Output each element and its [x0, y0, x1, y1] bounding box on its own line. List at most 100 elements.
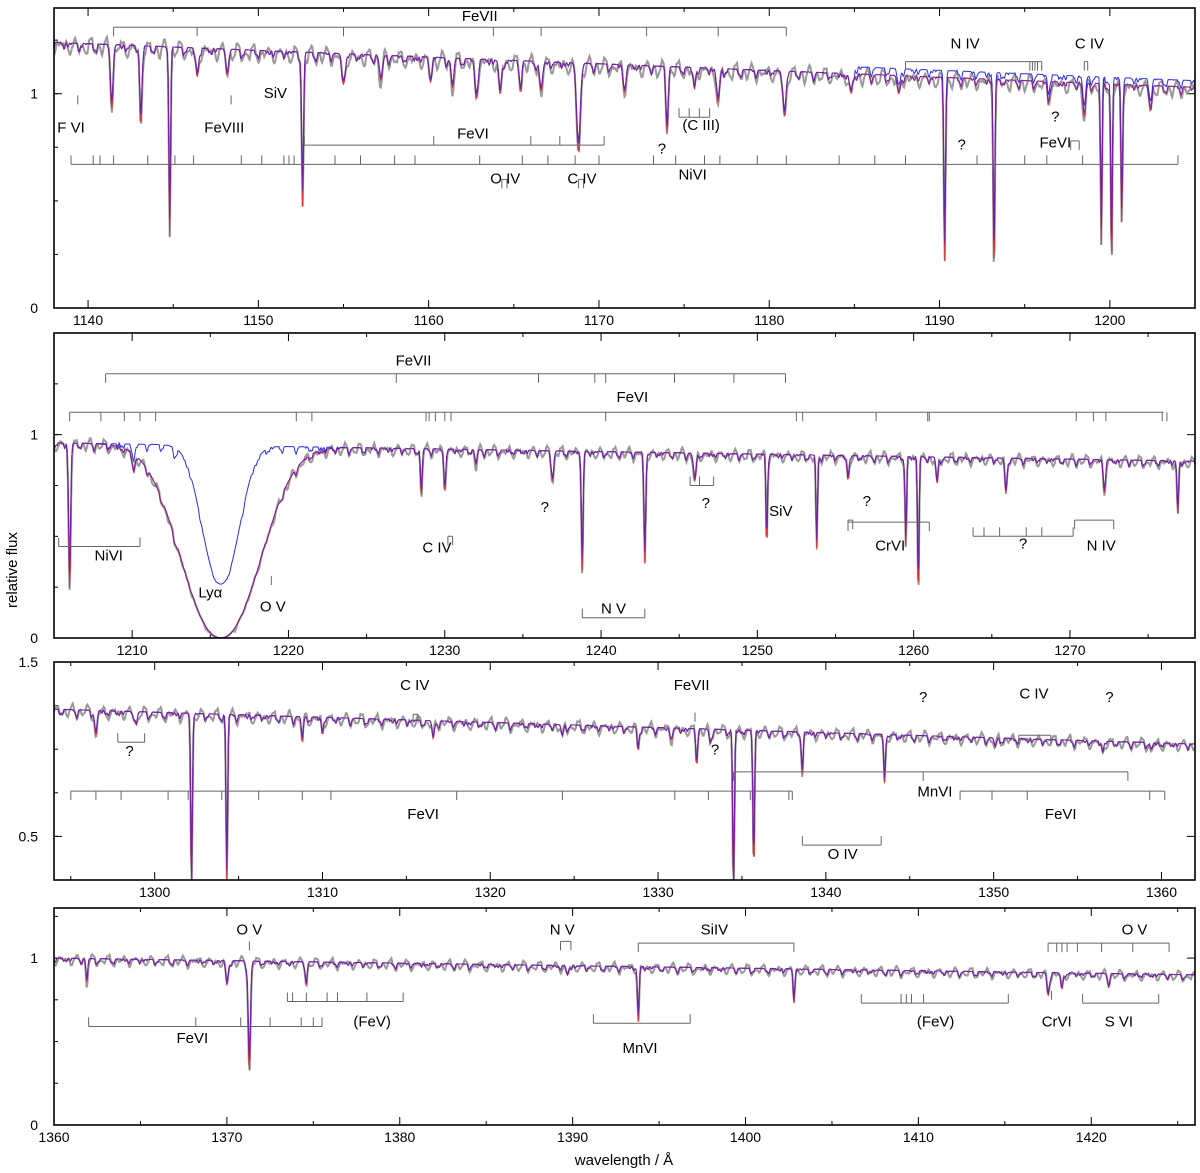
x-tick-label: 1360: [1146, 884, 1177, 900]
line-identification-brackets: [70, 26, 1179, 189]
line-id-bracket: [1047, 942, 1170, 953]
line-id-label: FeVII: [674, 677, 710, 694]
line-id-label: S VI: [1105, 1014, 1133, 1031]
line-id-label: C IV: [400, 677, 429, 694]
line-id-label: Lyα: [198, 584, 222, 601]
x-tick-label: 1390: [557, 1129, 588, 1145]
x-tick-label: 1420: [1076, 1129, 1107, 1145]
line-id-label: FeVII: [462, 8, 498, 25]
line-id-label: ?: [958, 136, 966, 153]
line-id-label: ?: [1105, 689, 1113, 706]
x-tick-label: 1240: [585, 642, 616, 658]
x-tick-label: 1160: [414, 312, 444, 328]
line-id-label: ?: [863, 493, 871, 510]
observed-spectrum: [54, 701, 1195, 880]
observed-spectrum: [54, 34, 1195, 262]
line-id-bracket: [70, 790, 793, 801]
line-id-bracket: [303, 136, 605, 146]
line-id-label: ?: [1051, 109, 1059, 126]
line-id-bracket: [581, 608, 646, 619]
line-id-bracket: [678, 108, 711, 118]
line-id-bracket: [1074, 519, 1115, 530]
line-id-bracket: [905, 61, 1043, 71]
x-tick-label: 1350: [978, 884, 1009, 900]
line-id-label: ?: [658, 141, 666, 158]
line-id-label: FeVII: [396, 353, 432, 370]
x-tick-label: 1250: [742, 642, 773, 658]
line-id-label: FeVI: [616, 389, 648, 406]
line-id-bracket: [560, 940, 572, 951]
x-tick-label: 1200: [1094, 312, 1125, 328]
line-id-bracket: [1070, 140, 1080, 150]
y-axis-label: relative flux: [4, 532, 21, 608]
line-id-label: MnVI: [917, 783, 952, 800]
line-identification-brackets: [58, 373, 1168, 619]
x-tick-label: 1340: [810, 884, 841, 900]
x-tick-label: 1140: [73, 312, 103, 328]
line-id-label: ?: [125, 743, 133, 760]
line-id-label: FeVI: [457, 126, 489, 143]
line-id-bracket: [959, 790, 1166, 801]
line-id-bracket: [847, 519, 854, 530]
y-tick-label: 0: [30, 630, 38, 646]
spectrum-panel-2: 1210 1220 1230 1240 1250 1260 1270 0 1 FeVII FeVI C…: [30, 332, 1196, 658]
line-id-label: O V: [236, 922, 262, 939]
line-id-label: N IV: [1087, 538, 1116, 555]
x-tick-label: 1330: [642, 884, 673, 900]
line-id-label: N V: [601, 601, 626, 618]
panel-frame: [53, 332, 1196, 639]
line-id-bracket: [860, 994, 1009, 1004]
line-id-label: MnVI: [623, 1040, 658, 1057]
spectrum-series: [54, 34, 1195, 262]
y-tick-label: 0: [30, 300, 38, 316]
line-id-label: SiIV: [701, 922, 729, 939]
spectrum-panel-3: 1300 1310 1320 1330 1340 1350 1360 0.5 1.5 C IV Fe…: [19, 654, 1196, 900]
y-tick-label: 1: [30, 86, 38, 102]
line-id-bracket: [501, 178, 508, 189]
model-spectrum-blue: [54, 41, 1195, 232]
x-tick-label: 1300: [139, 884, 170, 900]
line-id-bracket: [847, 521, 930, 532]
line-id-label: O IV: [490, 171, 520, 188]
line-id-bracket: [58, 537, 141, 547]
x-tick-label: 1190: [924, 312, 954, 328]
x-tick-label: 1380: [384, 1129, 415, 1145]
line-id-label: NiVI: [678, 166, 706, 183]
line-identification-brackets: [70, 712, 1166, 846]
spectrum-series: [54, 952, 1195, 1071]
line-id-bracket: [689, 476, 715, 486]
line-id-label: (FeV): [917, 1014, 955, 1031]
line-id-label: ?: [1019, 536, 1027, 553]
line-id-bracket: [412, 713, 419, 724]
x-axis-label: wavelength / Å: [574, 1152, 673, 1169]
x-tick-label: 1170: [584, 312, 614, 328]
x-tick-label: 1410: [903, 1129, 934, 1145]
line-id-label: N V: [550, 922, 575, 939]
x-tick-label: 1220: [273, 642, 304, 658]
line-id-label: N IV: [951, 36, 980, 53]
line-id-label: FeVI: [1040, 134, 1072, 151]
y-tick-label: 1: [30, 427, 38, 443]
line-id-label: ?: [702, 495, 710, 512]
line-id-label: C IV: [567, 171, 596, 188]
line-id-bracket: [70, 155, 1179, 165]
y-tick-label: 0: [30, 1117, 38, 1133]
line-id-label: FeVI: [1045, 806, 1077, 823]
line-id-label: CrVI: [875, 538, 905, 555]
panel-frame: [53, 661, 1196, 881]
line-id-label: (FeV): [353, 1014, 391, 1031]
line-id-label: (C III): [682, 117, 720, 134]
line-id-bracket: [1082, 994, 1160, 1004]
x-tick-label: 1180: [754, 312, 784, 328]
line-id-label: ?: [711, 741, 719, 758]
model-spectrum-purple: [54, 442, 1195, 638]
x-tick-label: 1260: [898, 642, 929, 658]
line-id-bracket: [88, 1017, 323, 1027]
panel-frame: [53, 907, 1196, 1126]
line-id-label: FeVI: [407, 806, 439, 823]
line-id-label: C IV: [1075, 36, 1104, 53]
x-tick-label: 1310: [307, 884, 338, 900]
line-id-label: ?: [541, 499, 549, 516]
spectrum-panel-1: 1140 1150 1160 1170 1180 1190 1200 0 1 FeVII N IV C…: [30, 7, 1196, 328]
